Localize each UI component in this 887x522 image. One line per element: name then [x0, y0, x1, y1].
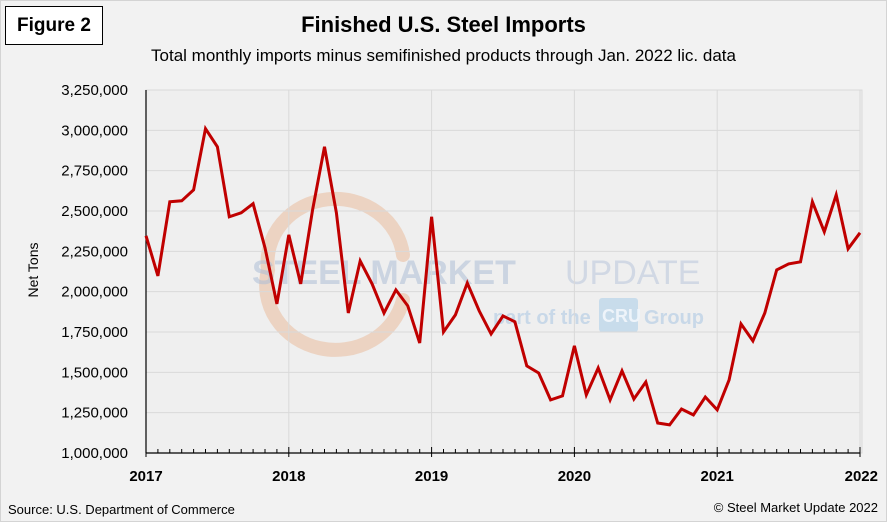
x-tick-label: 2020 [558, 468, 591, 485]
x-axis-ticks: 2017 2018 2019 2020 2021 2022 [129, 468, 878, 485]
figure-label: Figure 2 [5, 6, 103, 45]
y-tick-label: 1,000,000 [61, 445, 128, 462]
watermark-brand-light: UPDATE [565, 254, 700, 292]
y-tick-label: 1,250,000 [61, 405, 128, 422]
y-tick-label: 2,750,000 [61, 163, 128, 180]
x-tick-label: 2021 [701, 468, 734, 485]
y-axis-ticks: 1,000,000 1,250,000 1,500,000 1,750,000 2,00… [61, 82, 128, 462]
watermark-brand-bold: STEEL MARKET [252, 254, 516, 292]
watermark-swoosh-icon [259, 191, 410, 357]
y-axis-label: Net Tons [25, 242, 41, 298]
plot-area [145, 89, 863, 454]
y-tick-label: 3,250,000 [61, 82, 128, 99]
x-tick-label: 2019 [415, 468, 448, 485]
y-tick-label: 1,500,000 [61, 364, 128, 381]
source-note: Source: U.S. Department of Commerce [8, 502, 235, 517]
y-tick-label: 1,750,000 [61, 324, 128, 341]
x-tick-label: 2018 [272, 468, 305, 485]
x-tick-label: 2017 [129, 468, 162, 485]
watermark-cru-badge [599, 298, 638, 332]
y-tick-label: 2,500,000 [61, 203, 128, 220]
copyright-note: © Steel Market Update 2022 [713, 500, 878, 515]
y-tick-label: 3,000,000 [61, 122, 128, 139]
chart-title: Finished U.S. Steel Imports [301, 12, 586, 37]
chart-subtitle: Total monthly imports minus semifinished… [151, 46, 736, 65]
x-tick-label: 2022 [845, 468, 878, 485]
series-group [144, 124, 862, 427]
y-tick-label: 2,250,000 [61, 243, 128, 260]
watermark-cru-badge-text: CRU [602, 306, 641, 326]
axes [145, 90, 861, 457]
watermark-sub-prefix: part of the [493, 307, 591, 329]
y-tick-label: 2,000,000 [61, 284, 128, 301]
watermark-sub-suffix: Group [644, 307, 704, 329]
